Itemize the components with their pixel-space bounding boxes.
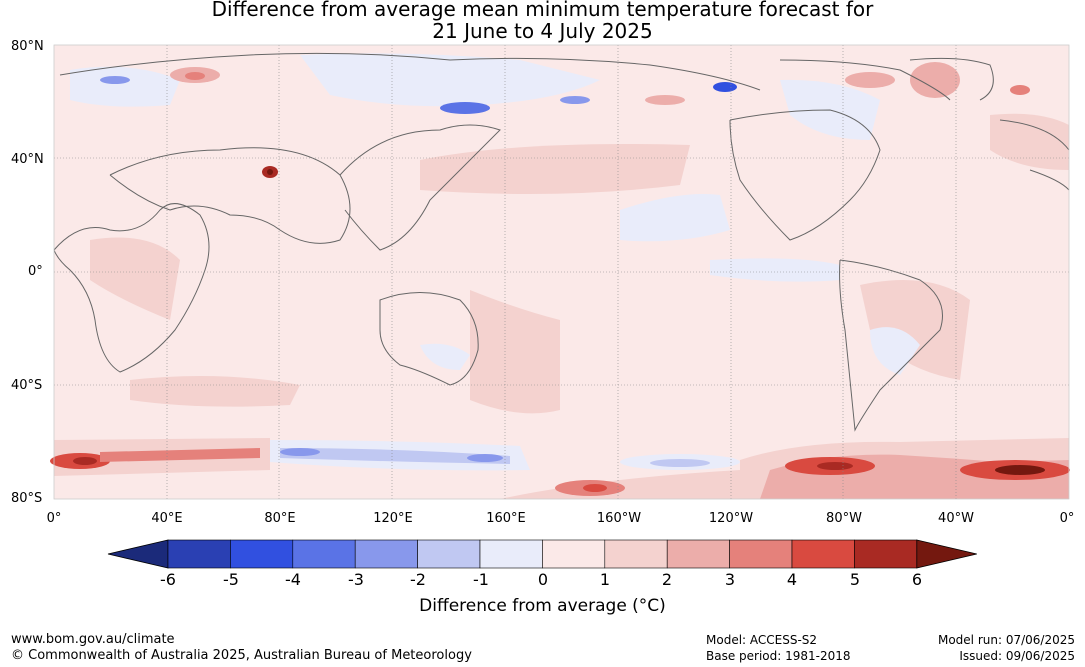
north-atlantic-warm	[990, 113, 1069, 170]
indian-ocean-warm	[130, 376, 300, 407]
warm-spot-barents-core	[185, 72, 205, 80]
lat-label-0: 0°	[28, 264, 43, 279]
australia-cold	[420, 343, 470, 370]
website-link[interactable]: www.bom.gov.au/climate	[11, 632, 175, 647]
colorbar-tick: 6	[911, 570, 923, 589]
warm-spot-greenland	[910, 62, 960, 98]
africa-warm	[90, 237, 180, 320]
colorbar-tick: -3	[348, 570, 364, 589]
siberia-cold	[300, 53, 600, 107]
colorbar-tick: 4	[786, 570, 798, 589]
map-title-line2: 21 June to 4 July 2025	[432, 19, 653, 43]
north-pacific-warm	[420, 144, 690, 194]
cold-spot-150e	[467, 454, 503, 462]
cold-spot-scandinavia	[100, 76, 130, 84]
colorbar-tick: -2	[410, 570, 426, 589]
cold-spot-bering	[713, 82, 737, 92]
graticule	[54, 45, 1069, 499]
issued-date: Issued: 09/06/2025	[959, 649, 1075, 663]
warm-spot-alaska	[645, 95, 685, 105]
base-period: Base period: 1981-2018	[706, 649, 851, 663]
colorbar-tick: -1	[473, 570, 489, 589]
colorbar-segment	[230, 539, 294, 569]
lon-label-160e: 160°E	[486, 511, 526, 526]
colorbar-tick: 1	[599, 570, 611, 589]
warm-spot-160w-core	[583, 484, 607, 492]
colorbar-segment	[292, 539, 356, 569]
colorbar-segment	[666, 539, 730, 569]
colorbar-segment	[479, 539, 543, 569]
colorbar-segment	[854, 539, 918, 569]
colorbar	[107, 539, 977, 569]
colorbar-tick: 2	[661, 570, 673, 589]
warm-spot-west-core	[73, 457, 97, 465]
colorbar-tick: -4	[285, 570, 301, 589]
warm-spot-iceland	[1010, 85, 1030, 95]
lon-label-40w: 40°W	[938, 511, 974, 526]
colorbar-label: Difference from average (°C)	[419, 596, 666, 616]
colorbar-extend-low	[107, 539, 169, 569]
lon-label-80e: 80°E	[264, 511, 296, 526]
cold-spot-okhotsk	[440, 102, 490, 114]
lon-label-40e: 40°E	[151, 511, 183, 526]
colorbar-tick: -5	[223, 570, 239, 589]
lat-label-80n: 80°N	[11, 39, 44, 54]
model-name: Model: ACCESS-S2	[706, 633, 818, 647]
pacific-cold-patch	[620, 194, 730, 242]
colorbar-tick: 0	[537, 570, 549, 589]
lon-label-120w: 120°W	[708, 511, 754, 526]
warm-spot-80w-core	[817, 462, 853, 470]
warm-spot-east-core	[995, 465, 1045, 475]
southern-cold-band-inner	[280, 448, 510, 464]
lat-label-80s: 80°S	[11, 491, 43, 506]
colorbar-tick: -6	[160, 570, 176, 589]
south-atlantic-warm	[860, 280, 970, 380]
lon-label-120e: 120°E	[373, 511, 413, 526]
lon-label-0-east: 0°	[1059, 511, 1075, 526]
model-run-date: Model run: 07/06/2025	[937, 633, 1075, 647]
colorbar-segment	[542, 539, 606, 569]
lon-label-80w: 80°W	[826, 511, 862, 526]
colorbar-segment	[417, 539, 481, 569]
colorbar-segment	[354, 539, 418, 569]
east-pacific-cold	[710, 258, 840, 282]
colorbar-tick: 3	[724, 570, 736, 589]
europe-cold	[70, 66, 180, 107]
map-frame	[53, 44, 1070, 500]
colorbar-segment	[791, 539, 855, 569]
south-pacific-warm	[470, 290, 560, 414]
colorbar-tick: 5	[849, 570, 861, 589]
warm-spot-canada	[845, 72, 895, 88]
warm-strip-40e	[100, 448, 260, 462]
lon-label-160w: 160°W	[596, 511, 642, 526]
cold-spot-140w-inner	[650, 459, 710, 467]
map-title-line1: Difference from average mean minimum tem…	[211, 0, 874, 21]
coastlines	[53, 52, 1070, 432]
lon-label-0: 0°	[46, 511, 62, 526]
copyright-text: © Commonwealth of Australia 2025, Austra…	[11, 648, 472, 663]
warm-spot-tibet-core	[267, 169, 273, 175]
lat-label-40n: 40°N	[11, 152, 44, 167]
lat-label-40s: 40°S	[11, 378, 43, 393]
colorbar-segment	[167, 539, 231, 569]
colorbar-segment	[729, 539, 793, 569]
cold-spot-100e	[280, 448, 320, 456]
cold-spot-siberia	[560, 96, 590, 104]
colorbar-extend-high	[916, 539, 977, 569]
colorbar-segment	[604, 539, 668, 569]
